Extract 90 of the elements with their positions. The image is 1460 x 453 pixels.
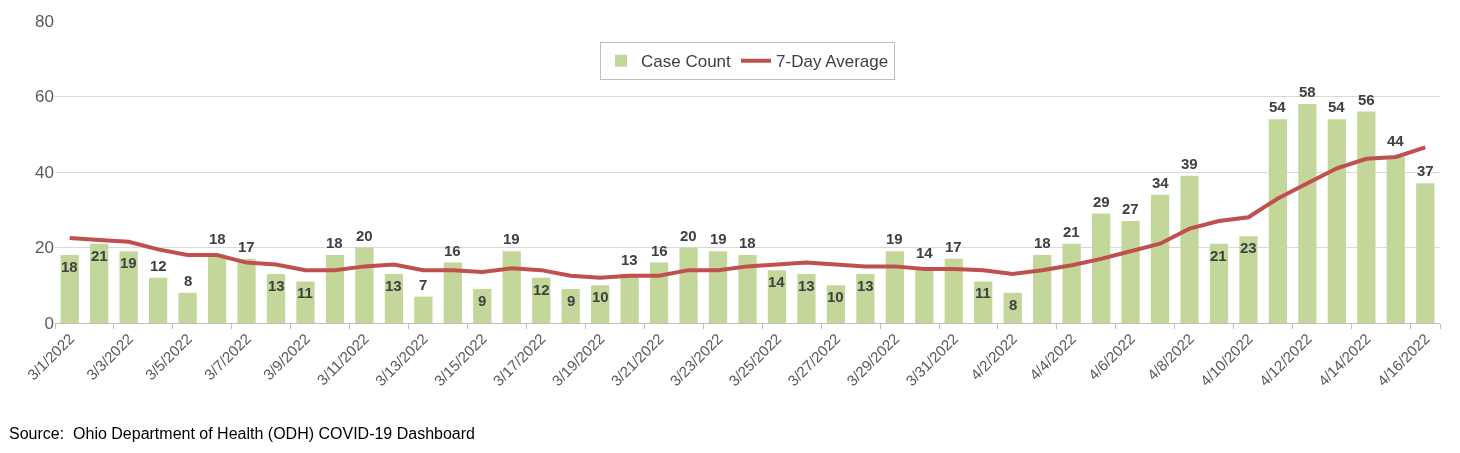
- data-label: 18: [326, 234, 343, 251]
- bar: [797, 273, 816, 323]
- bar: [1150, 194, 1170, 323]
- bar: [502, 251, 521, 323]
- data-label: 21: [91, 247, 108, 264]
- data-label: 23: [1240, 239, 1257, 256]
- data-label: 16: [651, 242, 668, 259]
- bar: [944, 258, 963, 323]
- bar: [1209, 243, 1229, 323]
- data-label: 9: [567, 292, 576, 309]
- data-label: 37: [1417, 162, 1434, 179]
- bar: [885, 251, 904, 323]
- data-label: 12: [150, 257, 167, 274]
- data-label: 10: [592, 288, 609, 305]
- data-label: 17: [238, 238, 255, 255]
- data-label: 13: [621, 251, 638, 268]
- bar: [1298, 104, 1317, 323]
- bar: [90, 243, 109, 323]
- data-label: 56: [1358, 91, 1375, 108]
- bar: [649, 262, 669, 323]
- bar: [1033, 255, 1052, 323]
- data-label: 9: [478, 292, 487, 309]
- bar: [1121, 221, 1140, 323]
- data-label: 18: [209, 230, 226, 247]
- bar: [1386, 156, 1405, 323]
- bar: [1091, 213, 1111, 323]
- data-label: 54: [1328, 98, 1346, 115]
- data-label: 16: [444, 242, 461, 259]
- data-label: 12: [533, 281, 550, 298]
- bar: [1180, 175, 1199, 323]
- bar: [1239, 236, 1258, 323]
- bar: [915, 270, 934, 323]
- data-label: 18: [739, 234, 756, 251]
- data-label: 54: [1269, 98, 1287, 115]
- bar: [856, 273, 875, 323]
- legend-label: 7-Day Average: [776, 52, 889, 72]
- data-label: 18: [1034, 234, 1051, 251]
- bar: [1416, 183, 1435, 323]
- bar: [325, 255, 345, 323]
- y-tick-label: 40: [35, 162, 54, 182]
- data-label: 18: [61, 258, 78, 275]
- data-label: 13: [385, 277, 402, 294]
- legend-label: Case Count: [641, 52, 732, 72]
- bar: [296, 281, 315, 323]
- data-label: 8: [1009, 296, 1018, 313]
- y-tick-label: 60: [35, 87, 54, 107]
- data-label: 13: [857, 277, 874, 294]
- data-label: 21: [1210, 247, 1227, 264]
- data-label: 14: [768, 273, 786, 290]
- data-label: 34: [1152, 174, 1170, 191]
- data-label: 20: [680, 227, 697, 244]
- data-label: 21: [1063, 223, 1080, 240]
- bar: [149, 277, 168, 323]
- data-label: 14: [916, 244, 934, 261]
- bar: [178, 292, 197, 323]
- bar: [1327, 119, 1346, 323]
- data-label: 19: [886, 230, 903, 247]
- y-tick-label: 20: [35, 238, 54, 258]
- bar: [1268, 119, 1288, 323]
- bar: [679, 247, 698, 323]
- data-label: 8: [184, 272, 193, 289]
- bar: [1357, 111, 1376, 323]
- bar: [443, 262, 462, 323]
- data-label: 58: [1299, 83, 1316, 100]
- y-tick-label: 0: [44, 313, 54, 333]
- bar: [708, 251, 728, 323]
- data-label: 29: [1093, 193, 1110, 210]
- source-note: Source: Ohio Department of Health (ODH) COVID-19 Dashboard: [9, 425, 475, 442]
- y-tick-label: 80: [35, 11, 54, 31]
- data-label: 20: [356, 227, 373, 244]
- bar: [414, 296, 433, 323]
- bar: [738, 255, 757, 323]
- data-label: 44: [1387, 132, 1405, 149]
- bar: [237, 258, 256, 323]
- bar: [207, 255, 227, 323]
- data-label: 7: [419, 276, 428, 293]
- data-label: 13: [268, 277, 285, 294]
- bar: [1062, 243, 1081, 323]
- data-label: 19: [503, 230, 520, 247]
- data-label: 11: [297, 284, 313, 301]
- data-label: 19: [710, 230, 727, 247]
- bar: [119, 251, 138, 323]
- data-label: 39: [1181, 155, 1198, 172]
- data-label: 27: [1122, 200, 1139, 217]
- data-label: 10: [827, 288, 844, 305]
- bar: [355, 247, 374, 323]
- data-label: 17: [945, 238, 962, 255]
- data-label: 19: [120, 254, 137, 271]
- data-label: 11: [975, 284, 991, 301]
- data-label: 13: [798, 277, 815, 294]
